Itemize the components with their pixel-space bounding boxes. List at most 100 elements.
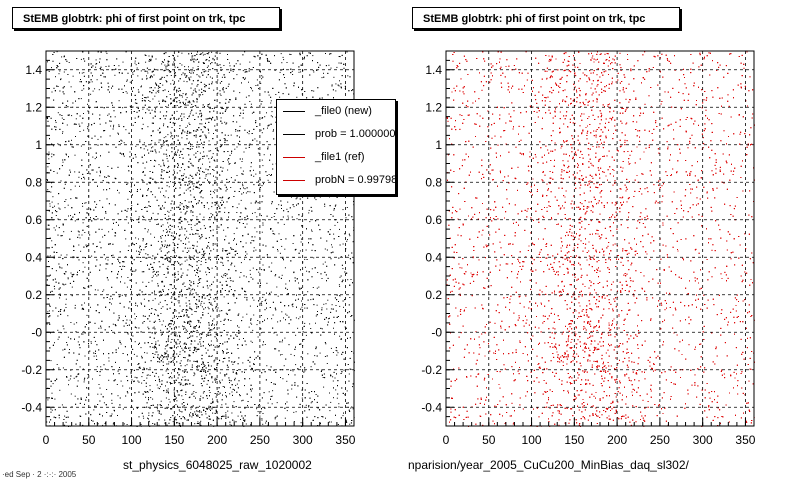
data-point: [165, 345, 167, 347]
data-point: [97, 393, 99, 395]
data-point: [55, 76, 56, 78]
data-point: [313, 257, 315, 259]
data-point: [347, 279, 349, 281]
data-point: [174, 381, 176, 383]
data-point: [149, 320, 151, 322]
data-point: [234, 148, 236, 150]
data-point: [140, 347, 142, 349]
data-point: [192, 188, 194, 190]
data-point: [71, 115, 73, 117]
data-point: [178, 422, 180, 424]
data-point: [83, 381, 85, 383]
data-point: [195, 274, 197, 276]
data-point: [63, 231, 65, 233]
data-point: [181, 64, 183, 66]
data-point: [181, 52, 183, 54]
data-point: [161, 61, 163, 62]
data-point: [183, 80, 185, 82]
data-point: [213, 361, 215, 363]
data-point: [158, 151, 160, 153]
data-point: [213, 324, 215, 326]
data-point: [349, 423, 351, 425]
data-point: [324, 261, 326, 263]
data-point: [251, 88, 252, 90]
data-point: [134, 318, 136, 320]
data-point: [304, 258, 306, 260]
data-point: [236, 207, 238, 209]
data-point: [179, 416, 181, 418]
data-point: [286, 208, 288, 210]
data-point: [152, 271, 154, 273]
data-point: [58, 311, 60, 312]
data-point: [134, 341, 136, 343]
data-point: [47, 166, 49, 168]
data-point: [126, 80, 128, 82]
data-point: [328, 64, 330, 66]
data-point: [112, 298, 113, 300]
data-point: [261, 231, 263, 233]
data-point: [138, 391, 140, 393]
data-point: [300, 422, 302, 424]
data-point: [210, 356, 212, 357]
data-point: [309, 221, 311, 223]
data-point: [221, 217, 223, 219]
data-point: [132, 72, 134, 74]
data-point: [194, 55, 196, 57]
data-point: [157, 87, 159, 89]
data-point: [224, 121, 226, 123]
data-point: [135, 304, 137, 306]
data-point: [311, 229, 312, 231]
data-point: [165, 106, 167, 107]
data-point: [245, 192, 247, 194]
data-point: [135, 237, 137, 239]
data-point: [112, 323, 114, 325]
data-point: [201, 306, 203, 308]
data-point: [181, 257, 183, 259]
data-point: [198, 75, 200, 77]
data-point: [248, 81, 249, 83]
data-point: [239, 125, 241, 127]
data-point: [318, 286, 320, 288]
data-point: [142, 240, 144, 242]
data-point: [222, 276, 224, 278]
data-point: [167, 197, 169, 199]
data-point: [167, 265, 169, 267]
data-point: [70, 230, 72, 232]
data-point: [142, 108, 144, 110]
data-point: [270, 115, 272, 117]
data-point: [49, 305, 50, 307]
data-point: [254, 212, 256, 214]
data-point: [204, 134, 206, 136]
data-point: [346, 240, 348, 242]
data-point: [264, 344, 266, 345]
data-point: [200, 278, 202, 280]
data-point: [266, 282, 268, 284]
data-point: [74, 171, 76, 173]
data-point: [86, 152, 87, 154]
data-point: [68, 384, 69, 386]
data-point: [176, 118, 178, 120]
data-point: [249, 143, 251, 145]
data-point: [63, 56, 65, 58]
data-point: [295, 364, 297, 366]
data-point: [252, 329, 254, 331]
data-point: [162, 320, 164, 322]
data-point: [48, 158, 50, 160]
data-point: [145, 206, 146, 208]
data-point: [242, 316, 244, 318]
data-point: [278, 204, 280, 206]
data-point: [193, 372, 195, 374]
data-point: [340, 338, 342, 340]
data-point: [84, 266, 86, 268]
data-point: [66, 342, 68, 343]
data-point: [199, 322, 201, 324]
data-point: [186, 289, 188, 290]
data-point: [62, 367, 64, 369]
data-point: [136, 295, 138, 296]
data-point: [59, 297, 61, 299]
data-point: [218, 205, 220, 207]
data-point: [206, 76, 208, 78]
data-point: [245, 77, 246, 79]
data-point: [215, 52, 217, 54]
data-point: [54, 205, 55, 207]
